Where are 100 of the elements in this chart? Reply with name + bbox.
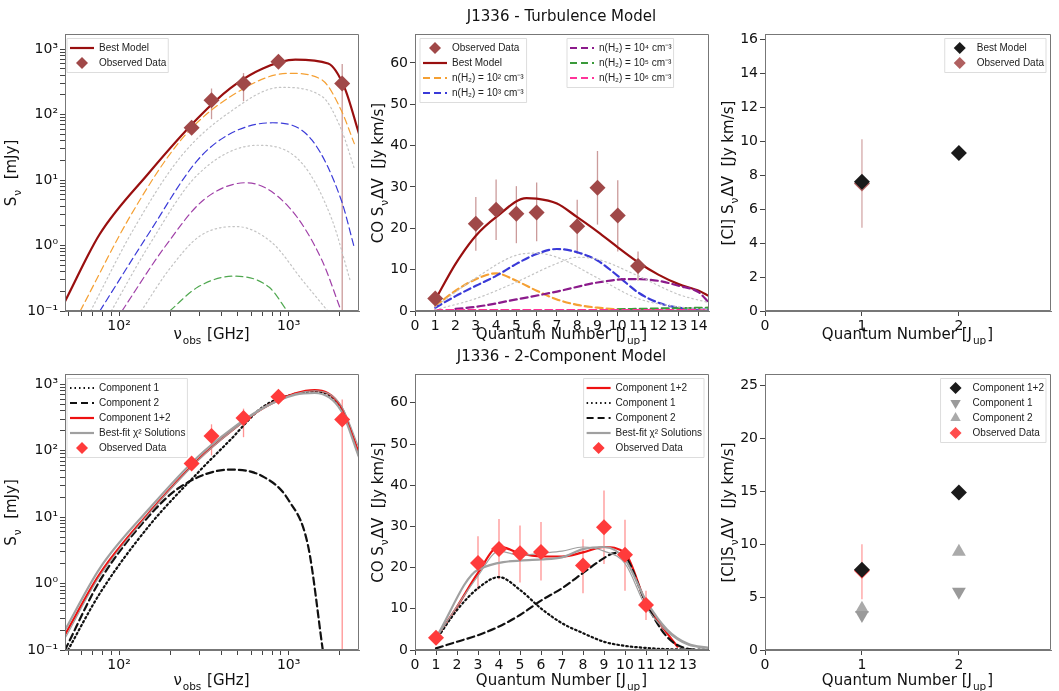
chart-title: J1336 - 2-Component Model: [455, 346, 667, 365]
x-tick-label: 10³: [276, 656, 301, 673]
x-tick-label: 10²: [107, 656, 131, 673]
x-tick-label: 0: [410, 317, 420, 334]
x-tick-label: 2: [451, 317, 461, 334]
y-tick-label: 25: [740, 376, 758, 393]
y-tick-label: 16: [740, 29, 759, 46]
legend-label: Component 2: [615, 411, 677, 423]
x-tick-label: 0: [760, 317, 770, 334]
legend-label: Best Model: [99, 41, 150, 53]
legend-label: Best Model: [976, 41, 1027, 53]
legend-label: Observed Data: [972, 426, 1041, 438]
y-tick-label: 60: [390, 53, 408, 70]
y-tick-label: 10⁻¹: [27, 640, 58, 657]
legend-label: Best-fit χ² Solutions: [99, 426, 186, 438]
legend-label: Component 1: [972, 396, 1034, 408]
y-tick-label: 30: [390, 517, 408, 534]
y-tick-label: 5: [749, 587, 758, 604]
x-tick-label: 10: [616, 656, 634, 673]
y-tick-label: 10⁰: [34, 236, 59, 253]
y-axis-title: [CI] SνΔV [Jy km/s]: [718, 100, 741, 246]
x-tick-label: 13: [679, 656, 697, 673]
x-tick-label: 0: [760, 656, 770, 673]
x-tick-label: 1: [857, 656, 867, 673]
x-tick-label: 8: [578, 656, 588, 673]
y-axis-title: [CI]SνΔV [Jy km/s]: [718, 442, 741, 583]
x-tick-label: 11: [637, 656, 655, 673]
y-tick-label: 10¹: [34, 507, 58, 524]
y-tick-label: 20: [740, 429, 758, 446]
y-axis-title: Sν [mJy]: [1, 479, 24, 546]
legend-label: n(H₂) = 10⁵ cm⁻³: [599, 56, 673, 68]
y-tick-label: 40: [390, 475, 408, 492]
y-tick-label: 0: [399, 301, 408, 318]
y-tick-label: 0: [749, 301, 758, 318]
x-tick-label: 2: [452, 656, 462, 673]
x-tick-label: 4: [494, 656, 504, 673]
y-tick-label: 10³: [34, 39, 58, 56]
x-tick-label: 14: [689, 317, 708, 334]
y-tick-label: 8: [749, 165, 758, 182]
y-tick-label: 10²: [34, 105, 58, 122]
y-tick-label: 50: [390, 94, 408, 111]
y-tick-label: 20: [390, 218, 408, 235]
x-tick-label: 10²: [107, 317, 131, 334]
legend-label: Component 2: [99, 396, 160, 408]
y-tick-label: 10: [390, 599, 408, 616]
y-tick-label: 40: [390, 136, 408, 153]
legend-label: Observed Data: [452, 41, 520, 53]
y-tick-label: 2: [749, 267, 758, 284]
x-tick-label: 9: [599, 656, 609, 673]
y-tick-label: 10: [740, 131, 758, 148]
legend-label: Component 1: [99, 381, 160, 393]
legend-label: Component 1+2: [615, 381, 688, 393]
legend-label: Observed Data: [615, 441, 684, 453]
x-tick-label: 13: [669, 317, 688, 334]
x-tick-label: 1: [431, 656, 441, 673]
y-tick-label: 10⁰: [34, 574, 59, 591]
y-tick-label: 10³: [34, 374, 58, 391]
y-tick-label: 10⁻¹: [27, 301, 58, 318]
y-tick-label: 4: [749, 233, 759, 250]
legend-label: Observed Data: [976, 56, 1045, 68]
y-tick-label: 10¹: [34, 170, 58, 187]
legend-label: n(H₂) = 10⁶ cm⁻³: [599, 71, 673, 83]
legend-label: Observed Data: [99, 56, 167, 68]
x-tick-label: 7: [557, 656, 567, 673]
y-tick-label: 50: [390, 434, 408, 451]
y-tick-label: 12: [740, 97, 758, 114]
legend-label: Component 1+2: [99, 411, 171, 423]
x-tick-label: 1: [430, 317, 440, 334]
x-tick-label: 10³: [276, 317, 301, 334]
y-tick-label: 10: [390, 260, 408, 277]
y-tick-label: 10: [740, 534, 758, 551]
legend-label: Component 1: [615, 396, 677, 408]
y-tick-label: 30: [390, 177, 408, 194]
x-tick-label: 0: [410, 656, 420, 673]
y-tick-label: 14: [740, 63, 759, 80]
legend-label: Best-fit χ² Solutions: [615, 426, 703, 438]
y-tick-label: 6: [749, 199, 759, 216]
legend-label: Component 1+2: [972, 381, 1045, 393]
y-tick-label: 10²: [34, 441, 58, 458]
x-tick-label: 12: [658, 656, 676, 673]
y-axis-title: CO SνΔV [Jy km/s]: [368, 442, 391, 583]
legend-label: Observed Data: [99, 441, 167, 453]
y-tick-label: 0: [399, 640, 408, 657]
x-tick-label: 3: [473, 656, 483, 673]
legend-label: Best Model: [452, 56, 503, 68]
legend-label: n(H₂) = 10⁴ cm⁻³: [599, 41, 673, 53]
y-axis-title: Sν [mJy]: [1, 139, 24, 207]
legend-label: n(H₂) = 10² cm⁻³: [452, 71, 525, 83]
chart-title: J1336 - Turbulence Model: [465, 6, 657, 25]
y-tick-label: 60: [390, 393, 408, 410]
legend-label: Component 2: [972, 411, 1034, 423]
x-tick-label: 2: [954, 656, 964, 673]
y-axis-title: CO SνΔV [Jy km/s]: [368, 102, 391, 244]
legend-label: n(H₂) = 10³ cm⁻³: [452, 86, 525, 98]
x-tick-label: 5: [515, 656, 525, 673]
y-tick-label: 15: [740, 482, 758, 499]
y-tick-label: 20: [390, 558, 408, 575]
x-tick-label: 6: [536, 656, 546, 673]
y-tick-label: 0: [749, 640, 758, 657]
x-tick-label: 12: [649, 317, 668, 334]
